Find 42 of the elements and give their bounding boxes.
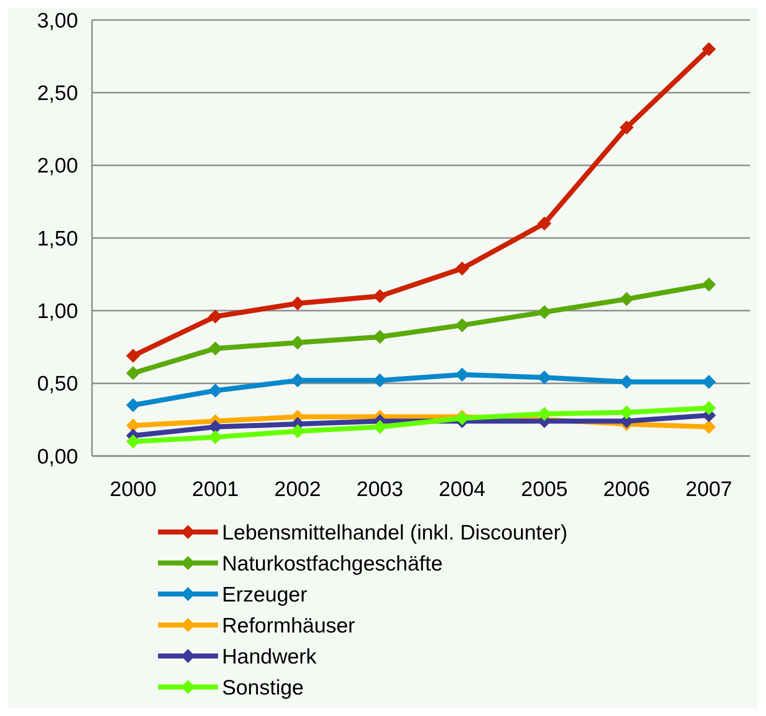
legend-label: Sonstige bbox=[222, 676, 304, 700]
point bbox=[537, 305, 552, 320]
x-tick-label: 2001 bbox=[192, 478, 239, 501]
legend-label: Lebensmittelhandel (inkl. Discounter) bbox=[222, 521, 568, 544]
point bbox=[126, 348, 140, 363]
point bbox=[126, 366, 140, 380]
y-tick-label: 3,00 bbox=[37, 9, 78, 32]
point bbox=[455, 262, 470, 276]
legend-label: Erzeuger bbox=[222, 583, 308, 606]
point bbox=[537, 406, 552, 421]
point bbox=[208, 420, 222, 434]
x-tick-label: 2003 bbox=[356, 478, 404, 501]
x-tick-label: 2004 bbox=[438, 478, 486, 501]
x-tick-label: 2000 bbox=[110, 478, 156, 501]
point bbox=[290, 296, 305, 310]
y-tick-label: 2,00 bbox=[37, 154, 78, 178]
x-tick-label: 2002 bbox=[274, 478, 321, 501]
point bbox=[372, 289, 387, 304]
x-tick-label: 2006 bbox=[603, 478, 650, 501]
y-tick-label: 1,50 bbox=[37, 227, 78, 250]
point bbox=[290, 336, 305, 350]
point bbox=[702, 278, 716, 292]
y-tick-label: 0,50 bbox=[37, 372, 78, 396]
point bbox=[372, 420, 387, 434]
point bbox=[208, 341, 222, 356]
legend-label: Naturkostfachgeschäfte bbox=[222, 552, 443, 576]
x-tick-label: 2005 bbox=[521, 478, 568, 501]
point bbox=[126, 398, 140, 412]
y-tick-label: 0,00 bbox=[37, 445, 78, 468]
point bbox=[372, 330, 387, 344]
point bbox=[455, 318, 470, 332]
point bbox=[702, 42, 716, 56]
point bbox=[208, 309, 222, 324]
y-tick-label: 1,00 bbox=[37, 300, 78, 324]
point bbox=[537, 216, 552, 230]
legend-label: Handwerk bbox=[222, 645, 318, 668]
x-tick-label: 2007 bbox=[686, 478, 732, 501]
legend-label: Reformhäuser bbox=[222, 614, 356, 638]
point bbox=[620, 292, 634, 306]
y-tick-label: 2,50 bbox=[37, 82, 78, 106]
point bbox=[620, 120, 634, 135]
point bbox=[208, 384, 222, 398]
